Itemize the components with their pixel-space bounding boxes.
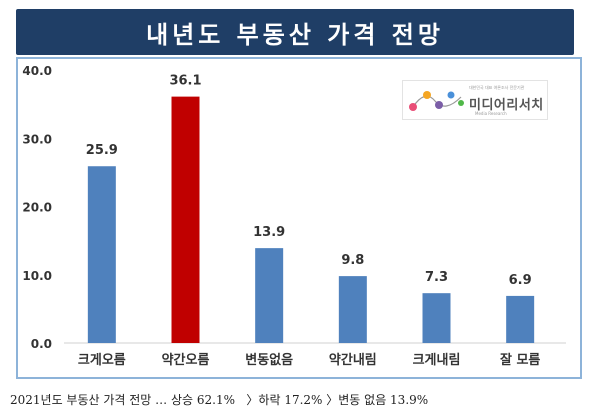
y-tick-label: 40.0	[22, 64, 52, 78]
bar	[338, 276, 367, 343]
data-label: 6.9	[509, 273, 532, 288]
data-label: 36.1	[169, 74, 201, 89]
x-tick-label: 변동없음	[245, 352, 293, 368]
logo-sub: 대한민국 대표 여론조사 전문기관	[469, 85, 525, 90]
bar	[255, 248, 284, 343]
bar	[171, 96, 200, 344]
logo-icon	[409, 91, 464, 111]
y-tick-label: 10.0	[22, 269, 52, 283]
chart-title: 내년도 부동산 가격 전망	[146, 20, 444, 49]
y-tick-label: 30.0	[22, 132, 52, 146]
x-tick-label: 크게내림	[413, 352, 461, 368]
bar	[87, 166, 116, 343]
x-tick-label: 약간내림	[329, 352, 377, 368]
x-tick-label: 약간오름	[162, 352, 210, 368]
title-banner: 내년도 부동산 가격 전망	[16, 9, 574, 55]
data-label: 25.9	[86, 143, 118, 158]
bar	[422, 293, 451, 343]
caption: 2021년도 부동산 가격 전망 … 상승 62.1% 〉하락 17.2% 〉변…	[10, 393, 429, 407]
x-tick-label: 잘 모름	[500, 353, 540, 368]
logo: 대한민국 대표 여론조사 전문기관 미디어리서치 Media Research	[402, 80, 548, 120]
data-label: 7.3	[425, 270, 448, 285]
bar	[506, 295, 535, 343]
logo-tagline: Media Research	[475, 111, 507, 116]
logo-name: 미디어리서치	[469, 98, 544, 113]
x-tick-label: 크게오름	[78, 353, 126, 368]
data-label: 13.9	[253, 225, 285, 240]
y-tick-label: 20.0	[22, 201, 52, 215]
y-tick-label: 0.0	[31, 337, 52, 351]
data-label: 9.8	[341, 253, 364, 268]
